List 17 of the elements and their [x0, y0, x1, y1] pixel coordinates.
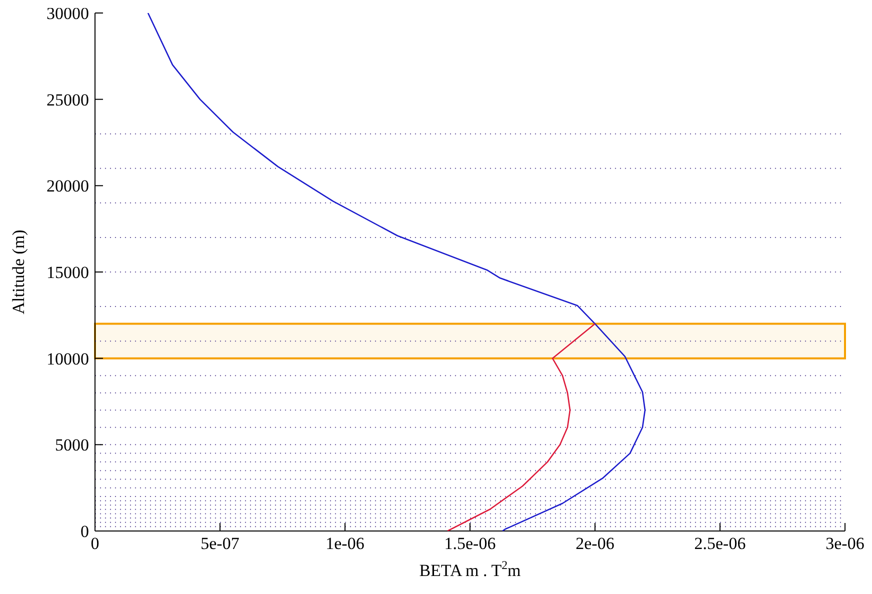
y-tick-label: 30000: [46, 4, 89, 24]
x-tick-label: 1.5e-06: [444, 534, 496, 554]
x-tick-label: 2.5e-06: [694, 534, 746, 554]
line-series: [446, 323, 596, 531]
y-tick-label: 0: [80, 522, 89, 542]
y-tick-label: 5000: [55, 436, 89, 455]
y-tick-label: 25000: [46, 90, 89, 110]
y-tick-label: 15000: [46, 263, 89, 282]
line-series: [147, 13, 646, 531]
y-tick-label: 10000: [46, 349, 89, 368]
y-tick-label: 20000: [46, 176, 89, 196]
x-axis-title: BETA m . T$^{2}$m: [419, 558, 521, 580]
y-axis-title: Altitude (m): [9, 230, 28, 314]
x-tick-label: 5e-07: [200, 534, 240, 554]
x-tick-label: 2e-06: [576, 534, 614, 554]
x-tick-label: 1e-06: [326, 534, 364, 554]
x-tick-label: 3e-06: [826, 534, 864, 554]
